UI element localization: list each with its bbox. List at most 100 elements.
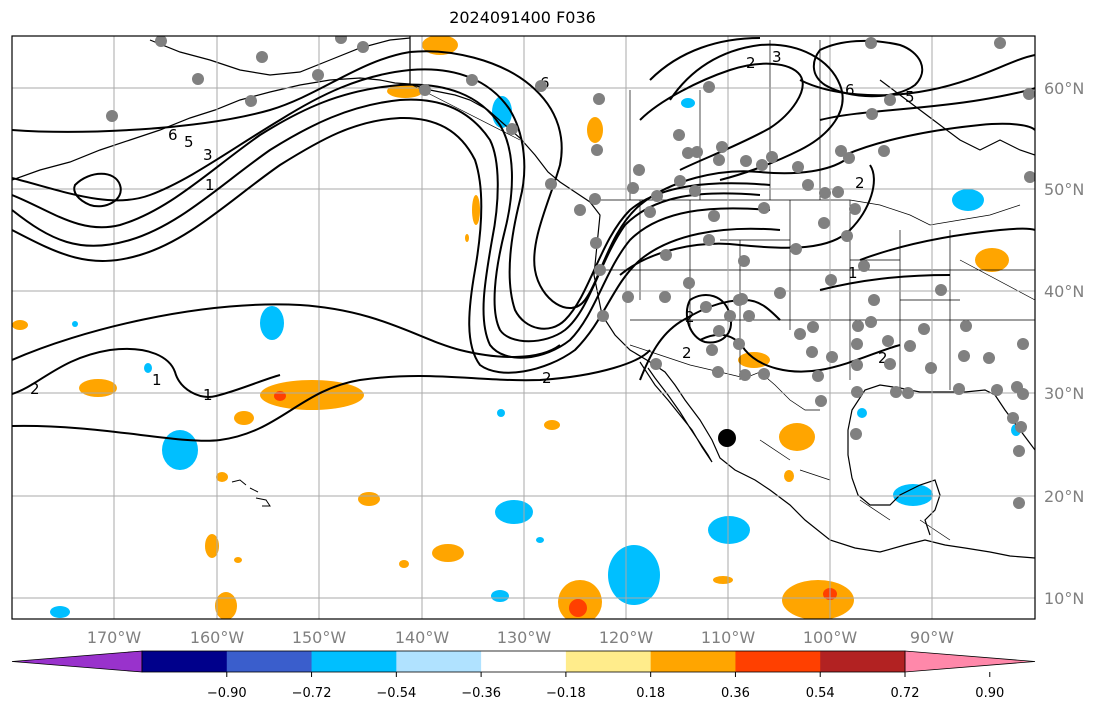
station-marker — [902, 387, 914, 399]
station-marker — [660, 249, 672, 261]
gridlines — [12, 36, 1035, 619]
station-marker — [740, 155, 752, 167]
station-marker — [622, 291, 634, 303]
station-marker — [1024, 171, 1035, 183]
contour-label: 2 — [30, 380, 40, 398]
shade-patch — [215, 592, 237, 619]
station-marker — [758, 202, 770, 214]
station-marker — [682, 147, 694, 159]
station-marker — [878, 145, 890, 157]
colorbar-extend-low — [11, 650, 143, 673]
shade-patch — [72, 321, 78, 327]
contour-line — [12, 349, 651, 442]
contour-label: 1 — [205, 176, 215, 194]
colorbar-tick-label: −0.36 — [461, 686, 501, 701]
station-marker — [545, 178, 557, 190]
station-marker — [935, 284, 947, 296]
station-marker — [851, 386, 863, 398]
station-marker — [594, 264, 606, 276]
shade-patch — [708, 516, 750, 544]
colorbar-tick-label: −0.18 — [546, 686, 586, 701]
island — [255, 497, 271, 507]
north-america-coastline — [409, 36, 1035, 559]
station-marker — [689, 185, 701, 197]
contour-label: 5 — [905, 88, 915, 106]
shade-patch — [779, 423, 815, 451]
station-marker — [815, 395, 827, 407]
station-marker — [904, 340, 916, 352]
shade-patch — [234, 557, 242, 563]
station-marker — [535, 80, 547, 92]
contour-label: 2 — [855, 174, 865, 192]
station-marker — [106, 110, 118, 122]
colorbar-segment — [565, 651, 652, 672]
station-markers — [106, 36, 1035, 509]
contour-line — [819, 87, 1035, 121]
shade-patch — [569, 599, 587, 617]
contour-line — [699, 333, 901, 373]
station-marker — [743, 310, 755, 322]
station-marker — [357, 41, 369, 53]
us-mexico-border — [629, 344, 820, 411]
station-marker — [850, 428, 862, 440]
contour-label: 5 — [184, 133, 194, 151]
contour-label: 2 — [878, 349, 888, 367]
hudson-coast — [879, 79, 1035, 156]
contour-label: 2 — [746, 54, 756, 72]
station-marker — [766, 151, 778, 163]
station-marker — [703, 234, 715, 246]
lon-tick-label: 140°W — [395, 628, 450, 647]
station-marker — [865, 316, 877, 328]
colorbar-segment — [735, 651, 821, 672]
map-frame — [11, 35, 1036, 620]
shade-patch — [260, 306, 284, 340]
lon-tick-label: 90°W — [910, 628, 954, 647]
station-marker — [691, 146, 703, 158]
colorbar-frame — [141, 650, 906, 673]
coastlines — [12, 36, 1035, 559]
station-marker — [758, 368, 770, 380]
shade-patch — [205, 534, 219, 558]
contour-label: 2 — [682, 344, 692, 362]
station-marker — [683, 277, 695, 289]
contour-label: 3 — [772, 48, 782, 66]
colorbar-segment — [226, 651, 313, 672]
shade-patch — [536, 537, 544, 543]
colorbar: −0.90 −0.72 −0.54 −0.36 −0.18 0.18 0.36 0.54 0.7… — [11, 650, 1036, 701]
station-marker — [1013, 445, 1025, 457]
longitude-tick-labels: 170°W 160°W 150°W 140°W 130°W 120°W 110°… — [87, 628, 954, 647]
shade-patch — [216, 472, 228, 482]
station-marker — [713, 325, 725, 337]
station-marker — [590, 237, 602, 249]
station-marker — [674, 175, 686, 187]
contour-label: 1 — [152, 371, 162, 389]
lat-tick-label: 20°N — [1044, 487, 1084, 506]
shade-patch — [713, 576, 733, 584]
colorbar-extend-high — [904, 650, 1036, 673]
shade-patch — [857, 408, 867, 418]
colorbar-segment — [396, 651, 482, 672]
station-marker — [884, 94, 896, 106]
station-marker — [884, 358, 896, 370]
contour-line — [12, 68, 771, 330]
station-marker — [574, 204, 586, 216]
shade-patch — [975, 248, 1009, 272]
station-marker — [713, 154, 725, 166]
colorbar-tick-label: 0.72 — [891, 686, 920, 701]
contour-label: 2 — [685, 308, 695, 326]
station-marker — [651, 190, 663, 202]
us-canada-border — [600, 199, 1021, 226]
map-area: 6 5 3 1 6 2 3 5 6 2 2 2 1 2 2 1 2 1 — [12, 36, 1035, 619]
station-marker — [703, 81, 715, 93]
station-marker — [807, 321, 819, 333]
lat-tick-label: 40°N — [1044, 282, 1084, 301]
lon-tick-label: 100°W — [803, 628, 858, 647]
station-marker — [794, 328, 806, 340]
station-marker — [700, 301, 712, 313]
contour-line — [12, 98, 771, 359]
station-marker — [890, 386, 902, 398]
colorbar-tick-label: 0.18 — [636, 686, 665, 701]
political-borders — [409, 40, 1035, 541]
colorbar-tick-label: −0.90 — [207, 686, 247, 701]
shade-patch — [952, 189, 984, 211]
